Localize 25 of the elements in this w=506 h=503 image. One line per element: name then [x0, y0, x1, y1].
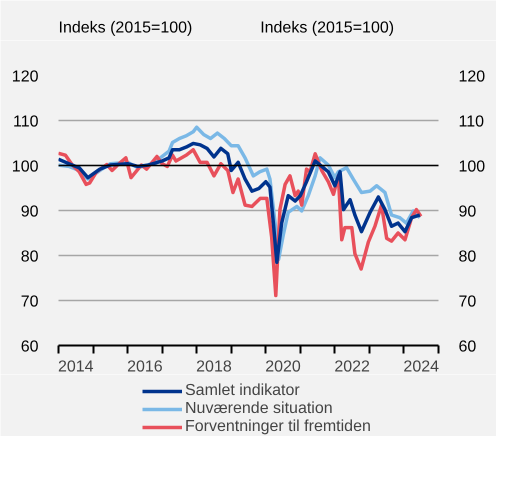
y2-tick-label: 70 — [458, 294, 476, 310]
y2-axis-title: Indeks (2015=100) — [260, 20, 394, 36]
x-tick-label: 2018 — [196, 358, 232, 376]
x-tick-label: 2014 — [58, 358, 94, 376]
y-tick-label: 100 — [12, 158, 39, 176]
y-tick-label: 90 — [20, 204, 39, 220]
legend-label: Nuværende situation — [185, 400, 333, 418]
y-tick-label: 120 — [12, 68, 39, 86]
y-tick-label: 110 — [12, 114, 39, 130]
x-tick-label: 2024 — [403, 358, 440, 376]
y2-tick-label: 80 — [458, 248, 476, 266]
y2-tick-label: 110 — [458, 114, 484, 130]
y-tick-label: 60 — [20, 338, 39, 356]
y2-tick-label: 120 — [458, 68, 486, 86]
y2-tick-label: 60 — [458, 338, 476, 356]
x-tick-label: 2016 — [127, 358, 163, 376]
y2-tick-label: 90 — [458, 204, 476, 220]
legend-label: Forventninger til fremtiden — [185, 418, 371, 436]
x-tick-label: 2020 — [265, 358, 301, 376]
y-tick-label: 70 — [20, 294, 39, 310]
y2-tick-label: 100 — [458, 158, 486, 176]
legend-label: Samlet indikator — [185, 382, 300, 400]
y-axis-title: Indeks (2015=100) — [58, 20, 192, 36]
x-tick-label: 2022 — [334, 358, 370, 376]
y-tick-label: 80 — [20, 248, 39, 266]
